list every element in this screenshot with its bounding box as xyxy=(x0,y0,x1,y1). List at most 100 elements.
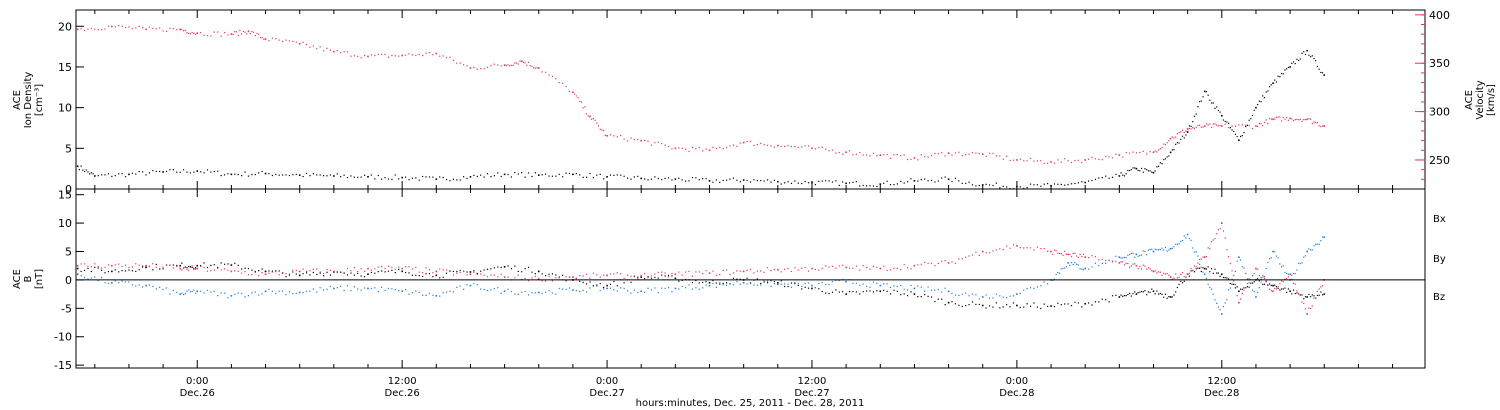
by-point xyxy=(381,286,383,288)
bx-point xyxy=(739,278,741,280)
velocity-point xyxy=(597,125,600,127)
by-point xyxy=(169,293,171,295)
bz-point xyxy=(705,270,707,272)
ion-density-point xyxy=(988,184,991,186)
by-point xyxy=(432,294,434,296)
velocity-point xyxy=(333,50,335,53)
by-point xyxy=(1091,266,1093,268)
bx-point xyxy=(784,285,786,288)
by-point xyxy=(1115,255,1117,257)
ion-density-point xyxy=(483,176,485,178)
velocity-point xyxy=(1163,143,1165,145)
bz-point xyxy=(582,275,584,277)
ion-density-point xyxy=(1146,169,1148,171)
ion-density-point xyxy=(934,181,936,183)
ion-density-point xyxy=(1253,109,1255,111)
ion-density-point xyxy=(514,171,516,174)
y-tick-label: -5 xyxy=(61,302,72,315)
bx-point xyxy=(1161,293,1163,295)
ion-density-point xyxy=(179,171,181,173)
bz-point xyxy=(463,271,465,273)
velocity-point xyxy=(90,27,92,29)
velocity-point xyxy=(387,56,390,58)
ion-density-point xyxy=(1060,183,1062,186)
bz-point xyxy=(449,270,451,272)
ion-density-point xyxy=(1202,96,1204,98)
bx-point xyxy=(1203,267,1206,270)
ion-density-point xyxy=(319,174,321,176)
ion-density-point xyxy=(258,172,260,174)
by-point xyxy=(537,291,540,294)
velocity-point xyxy=(148,26,151,28)
by-point xyxy=(234,293,236,295)
bz-point xyxy=(835,267,837,269)
bz-point xyxy=(490,274,492,276)
bx-point xyxy=(1231,283,1233,285)
ion-density-point xyxy=(428,176,431,178)
bz-point xyxy=(708,272,711,274)
by-point xyxy=(780,283,782,285)
bx-point xyxy=(924,293,926,296)
ion-density-point xyxy=(114,175,116,177)
by-point xyxy=(346,285,349,287)
bx-point xyxy=(176,264,178,267)
velocity-point xyxy=(903,154,905,156)
ion-density-point xyxy=(1289,66,1291,68)
by-point xyxy=(159,286,161,288)
ion-density-point xyxy=(1291,62,1293,64)
by-point xyxy=(613,289,615,291)
legend-bz: Bz xyxy=(1433,292,1445,303)
velocity-point xyxy=(838,151,840,154)
bz-point xyxy=(1169,276,1172,278)
bx-point xyxy=(374,272,376,274)
ion-density-point xyxy=(1315,60,1317,62)
velocity-point xyxy=(418,53,420,56)
ion-density-point xyxy=(189,172,192,174)
by-point xyxy=(828,283,830,286)
bx-point xyxy=(1320,291,1322,293)
bx-point xyxy=(340,271,342,274)
bx-point xyxy=(411,274,413,276)
bx-point xyxy=(1115,294,1117,296)
bx-point xyxy=(1127,293,1129,296)
bz-point xyxy=(1291,278,1293,280)
velocity-point xyxy=(1258,122,1260,125)
by-point xyxy=(152,285,154,288)
by-point xyxy=(623,287,625,289)
by-point xyxy=(517,293,519,295)
bz-point xyxy=(223,268,226,270)
velocity-point xyxy=(1026,160,1028,162)
by-point xyxy=(1069,264,1071,266)
bz-point xyxy=(1120,261,1122,263)
bx-point xyxy=(181,262,183,264)
velocity-point xyxy=(1275,116,1278,118)
bz-point xyxy=(640,275,643,277)
by-point xyxy=(493,287,495,290)
bx-point xyxy=(736,278,738,280)
bz-point xyxy=(1139,265,1141,267)
ion-density-point xyxy=(661,179,663,181)
ion-density-point xyxy=(374,178,376,180)
ion-density-point xyxy=(592,177,595,179)
bx-point xyxy=(927,295,929,297)
velocity-point xyxy=(1111,157,1114,159)
velocity-point xyxy=(580,101,583,103)
bz-point xyxy=(319,271,321,273)
bx-point xyxy=(1280,288,1283,290)
bz-point xyxy=(1047,250,1049,252)
bx-point xyxy=(408,272,410,274)
bx-point xyxy=(804,286,806,288)
y-tick-label: 5 xyxy=(65,142,72,155)
ion-density-point xyxy=(517,173,519,175)
bz-point xyxy=(111,264,113,267)
by-point xyxy=(1144,250,1146,253)
bz-point xyxy=(381,266,383,268)
ion-density-point xyxy=(582,176,584,178)
by-point xyxy=(978,298,980,300)
bz-point xyxy=(1245,287,1247,289)
ion-density-point xyxy=(818,180,820,182)
velocity-point xyxy=(1257,125,1259,128)
bz-point xyxy=(1275,288,1278,290)
bx-point xyxy=(1158,293,1160,295)
velocity-point xyxy=(1077,159,1079,161)
